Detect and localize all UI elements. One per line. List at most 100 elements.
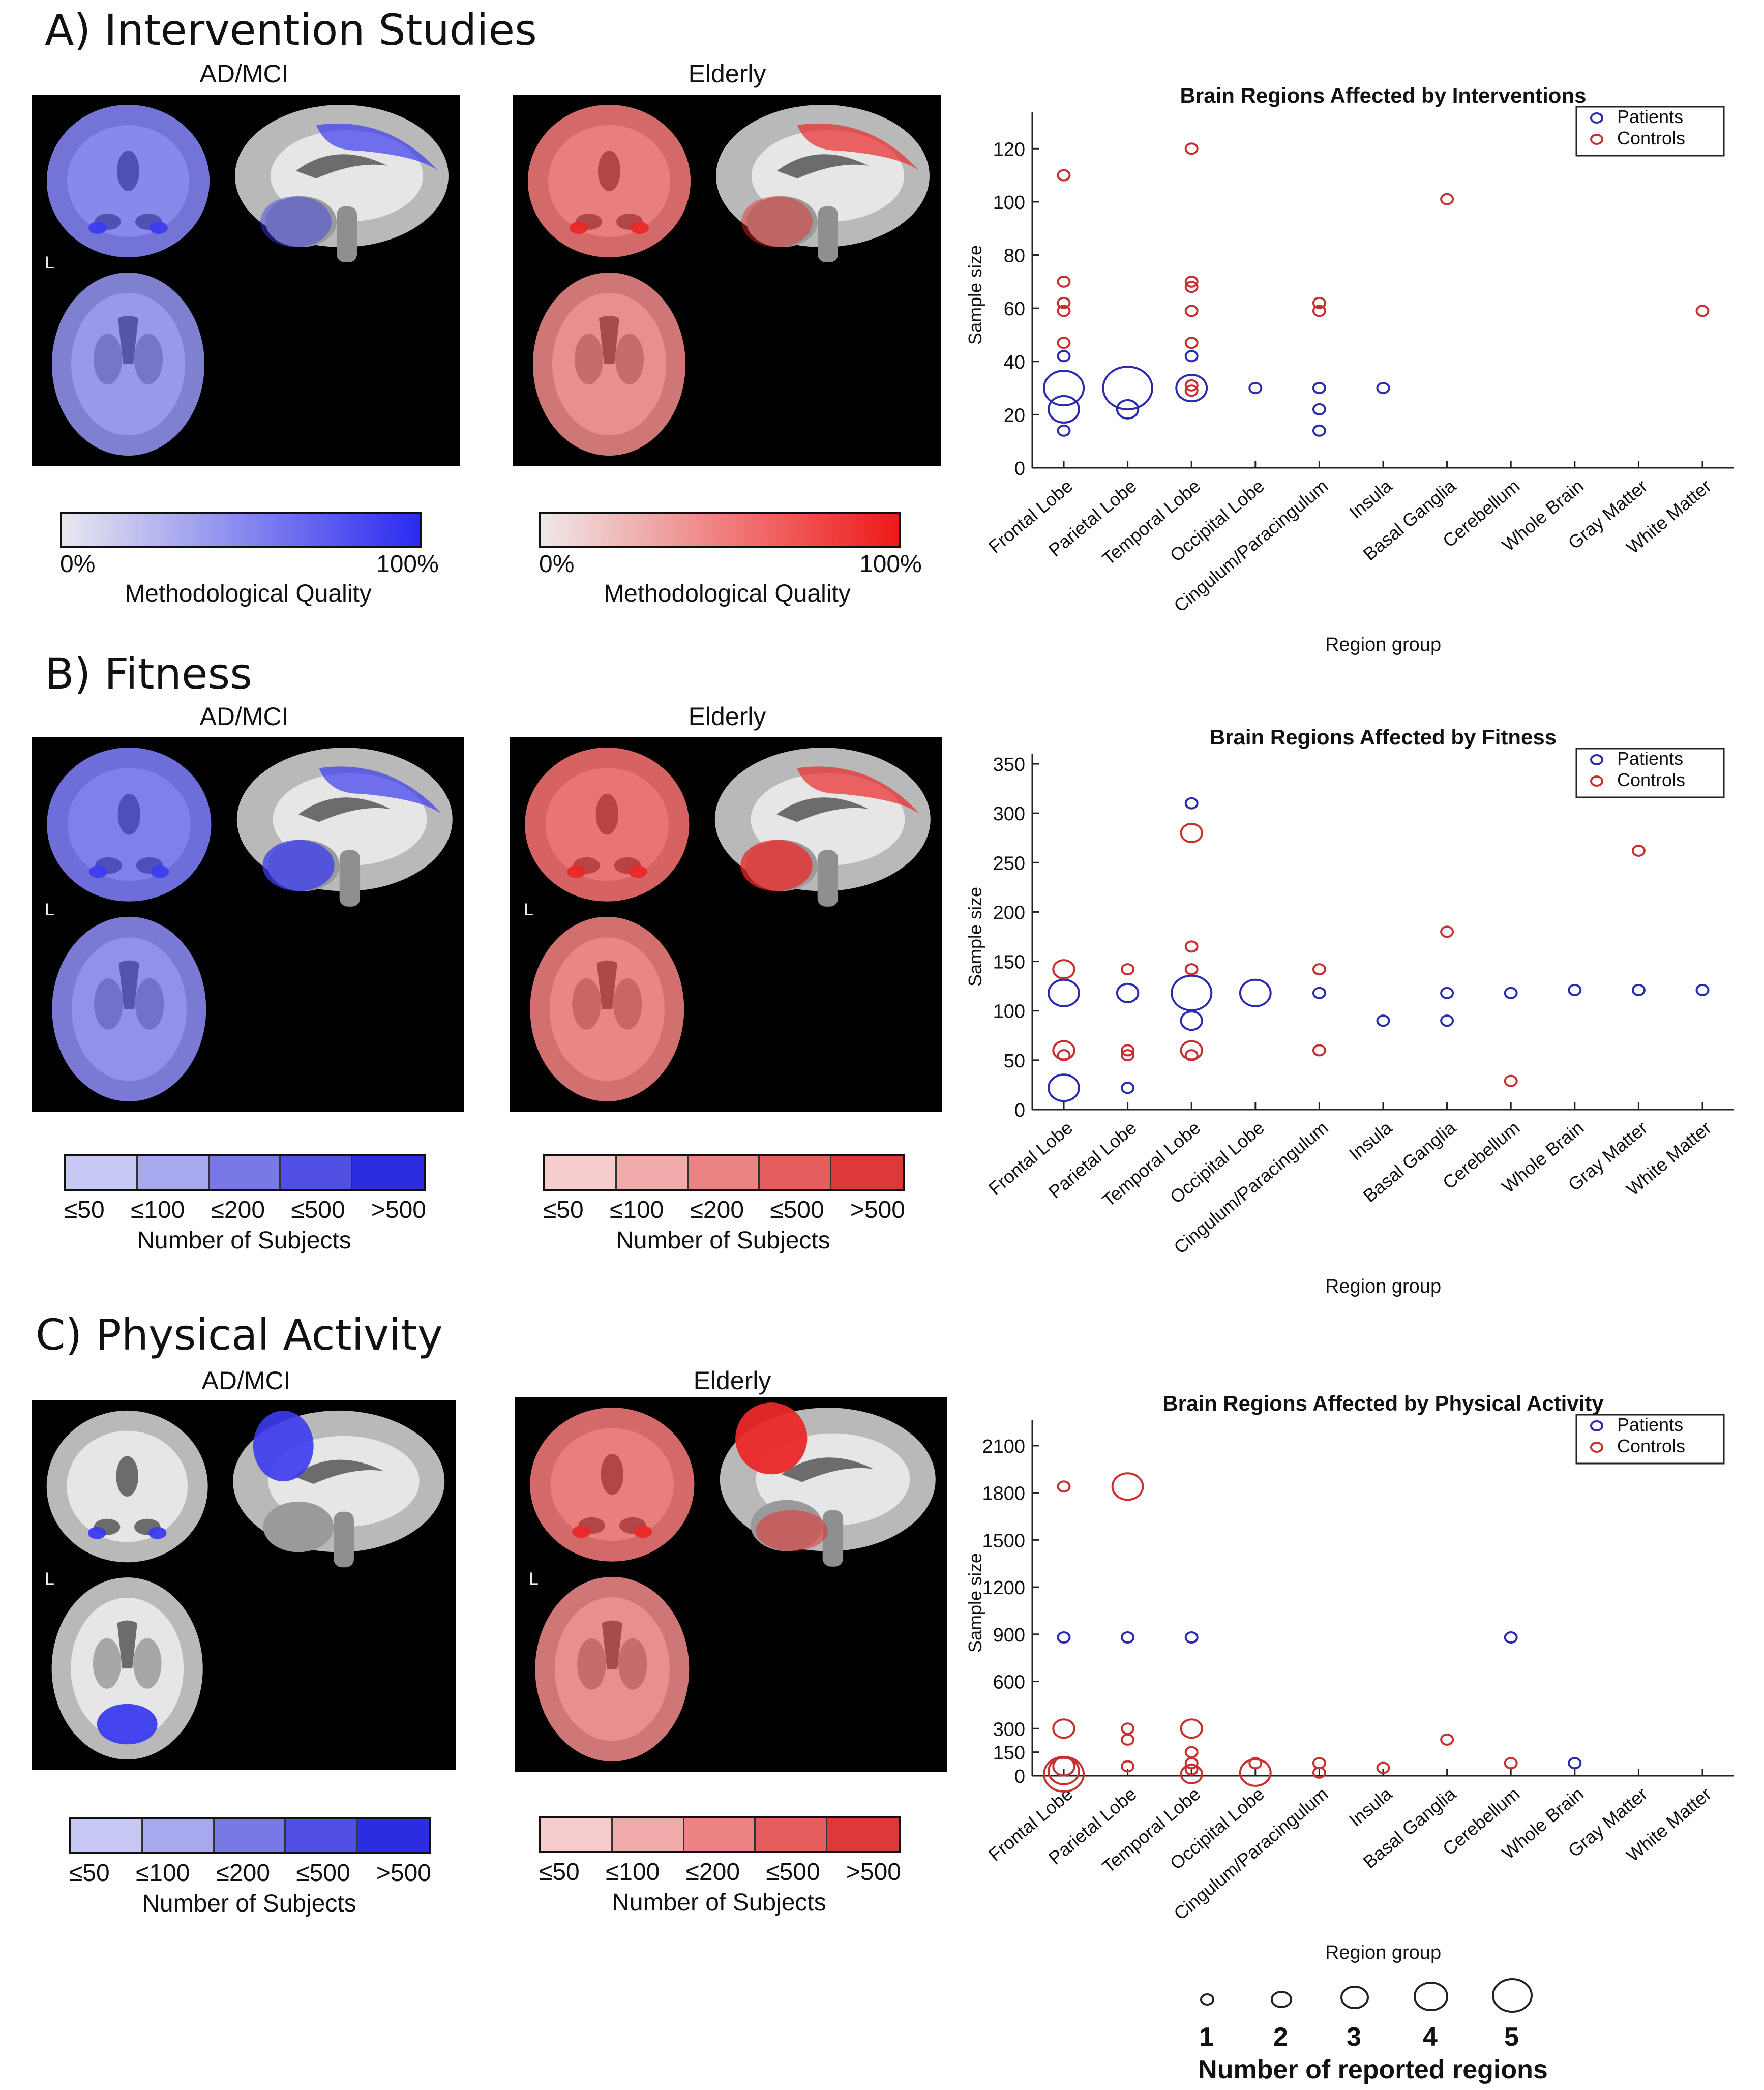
colorbar-tick-label: ≤50	[539, 1859, 580, 1886]
coronal-slice	[525, 748, 690, 902]
section-b-right-colorbar-title: Number of Subjects	[616, 1227, 830, 1254]
size-legend: 1 2 3 4 5 Number of reported regions	[1180, 1973, 1576, 2085]
data-point-controls	[1184, 940, 1199, 953]
section-a-right-label: Elderly	[688, 59, 766, 88]
section-b-right-colorbar-ticks: ≤50 ≤100 ≤200 ≤500 >500	[543, 1196, 905, 1224]
colorbar-segment	[71, 1819, 143, 1852]
data-point-patients	[1312, 987, 1326, 999]
data-point-controls	[1121, 1722, 1135, 1735]
section-c-left-orientation: L	[45, 1569, 54, 1589]
y-tick-label: 300	[993, 1719, 1025, 1740]
legend-marker	[1590, 1442, 1603, 1453]
coronal-slice	[46, 1410, 208, 1563]
section-c-right-brain-image	[515, 1397, 947, 1772]
data-point-controls	[1057, 296, 1071, 309]
data-point-patients	[1048, 1073, 1080, 1102]
section-a-left-colorbar-max: 100%	[376, 551, 439, 578]
colorbar-tick-label: >500	[846, 1859, 901, 1886]
axial-slice	[52, 916, 206, 1101]
size-legend-circle-4	[1414, 1982, 1448, 2011]
data-point-controls	[1248, 1757, 1263, 1770]
colorbar-segment	[541, 1818, 613, 1851]
section-b-title: B) Fitness	[45, 649, 253, 699]
data-point-controls	[1504, 1074, 1518, 1087]
y-axis-label: Sample size	[965, 245, 985, 345]
colorbar-segment	[209, 1156, 281, 1189]
data-point-controls	[1184, 275, 1199, 288]
data-point-controls	[1312, 305, 1326, 317]
colorbar-tick-label: ≤500	[291, 1197, 345, 1223]
data-point-patients	[1057, 424, 1071, 437]
colorbar-tick-label: ≤50	[69, 1860, 110, 1887]
data-point-controls	[1180, 823, 1203, 843]
section-a-left-orientation: L	[45, 253, 54, 273]
data-point-controls	[1052, 1756, 1075, 1777]
chart-title: Brain Regions Affected by Fitness	[1210, 725, 1557, 749]
y-tick-label: 350	[993, 754, 1025, 775]
sagittal-slice	[720, 1402, 936, 1567]
section-c-left-colorbar-title: Number of Subjects	[142, 1890, 356, 1917]
x-tick-label: Insula	[1345, 1117, 1396, 1165]
scatter-chart-fitness: Brain Regions Affected by Fitness 0 50 100 1…	[965, 725, 1734, 1297]
legend-marker	[1590, 1420, 1603, 1431]
data-point-controls	[1695, 305, 1710, 317]
data-point-controls	[1057, 337, 1071, 349]
coronal-slice	[47, 748, 212, 902]
y-tick-label: 2100	[982, 1436, 1025, 1457]
colorbar-tick-label: >500	[850, 1197, 905, 1223]
axial-slice	[530, 916, 684, 1101]
scatter-chart-interventions: Brain Regions Affected by Interventions 0…	[965, 83, 1734, 655]
x-tick-label: Insula	[1345, 475, 1396, 523]
section-b-left-colorbar	[64, 1154, 426, 1191]
colorbar-tick-label: ≤200	[690, 1197, 744, 1223]
legend-label: Patients	[1617, 106, 1683, 127]
y-axis-label: Sample size	[965, 1553, 985, 1653]
section-a-right-colorbar-max: 100%	[859, 551, 922, 578]
legend-marker	[1590, 754, 1603, 765]
axial-slice	[535, 1576, 690, 1761]
legend-label: Controls	[1617, 769, 1685, 790]
section-c-right-colorbar-ticks: ≤50 ≤100 ≤200 ≤500 >500	[539, 1858, 901, 1886]
legend-label: Controls	[1617, 128, 1685, 148]
y-tick-label: 150	[993, 1743, 1025, 1764]
section-c-right-colorbar-title: Number of Subjects	[612, 1889, 826, 1916]
chart-title: Brain Regions Affected by Physical Activ…	[1162, 1391, 1604, 1415]
data-point-controls	[1121, 963, 1135, 976]
colorbar-segment	[66, 1156, 138, 1189]
legend-label: Patients	[1617, 748, 1683, 769]
data-point-patients	[1048, 395, 1080, 424]
y-tick-label: 1800	[982, 1483, 1025, 1505]
size-legend-label-2: 2	[1273, 2022, 1288, 2052]
y-tick-label: 0	[1014, 1766, 1025, 1787]
data-point-controls	[1184, 305, 1199, 317]
legend-marker	[1590, 775, 1603, 787]
legend-marker	[1590, 112, 1603, 124]
data-point-controls	[1239, 1758, 1272, 1787]
data-point-patients	[1239, 978, 1272, 1007]
data-point-patients	[1102, 366, 1153, 411]
section-a-left-brain-image	[32, 95, 460, 466]
size-legend-circle-1	[1200, 1993, 1214, 2006]
colorbar-tick-label: ≤200	[211, 1197, 265, 1223]
section-c-title: C) Physical Activity	[36, 1310, 443, 1360]
colorbar-tick-label: ≤500	[296, 1860, 350, 1887]
data-point-patients	[1184, 1631, 1199, 1644]
section-b-left-orientation: L	[45, 900, 54, 919]
chart-fitness: Brain Regions Affected by Fitness 0 50 100 1…	[956, 718, 1749, 1308]
data-point-controls	[1052, 1718, 1075, 1739]
data-point-patients	[1440, 987, 1454, 999]
scatter-chart-physical-activity: Brain Regions Affected by Physical Activ…	[965, 1391, 1734, 1963]
y-tick-label: 900	[993, 1625, 1025, 1646]
colorbar-segment	[688, 1156, 760, 1189]
brain-slices-image	[530, 1402, 936, 1761]
data-point-patients	[1312, 403, 1326, 415]
x-axis-label: Region group	[1325, 634, 1441, 655]
coronal-slice	[530, 1408, 695, 1562]
section-a-right-colorbar	[539, 512, 901, 548]
size-legend-circle-3	[1340, 1986, 1369, 2009]
data-point-patients	[1376, 382, 1390, 395]
data-point-controls	[1121, 1044, 1135, 1057]
size-legend-label-1: 1	[1199, 2022, 1214, 2052]
